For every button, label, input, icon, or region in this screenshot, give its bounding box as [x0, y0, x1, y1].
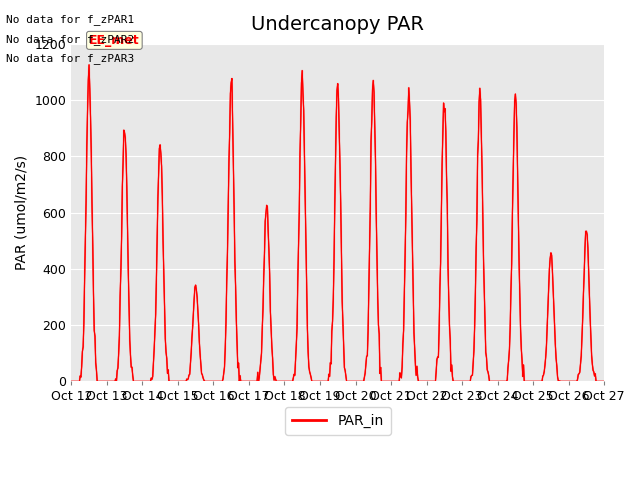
- Text: No data for f_zPAR2: No data for f_zPAR2: [6, 34, 134, 45]
- Y-axis label: PAR (umol/m2/s): PAR (umol/m2/s): [15, 155, 29, 270]
- Title: Undercanopy PAR: Undercanopy PAR: [252, 15, 424, 34]
- Text: No data for f_zPAR3: No data for f_zPAR3: [6, 53, 134, 64]
- Text: EE_met: EE_met: [89, 34, 140, 47]
- Text: No data for f_zPAR1: No data for f_zPAR1: [6, 14, 134, 25]
- Legend: PAR_in: PAR_in: [285, 407, 391, 435]
